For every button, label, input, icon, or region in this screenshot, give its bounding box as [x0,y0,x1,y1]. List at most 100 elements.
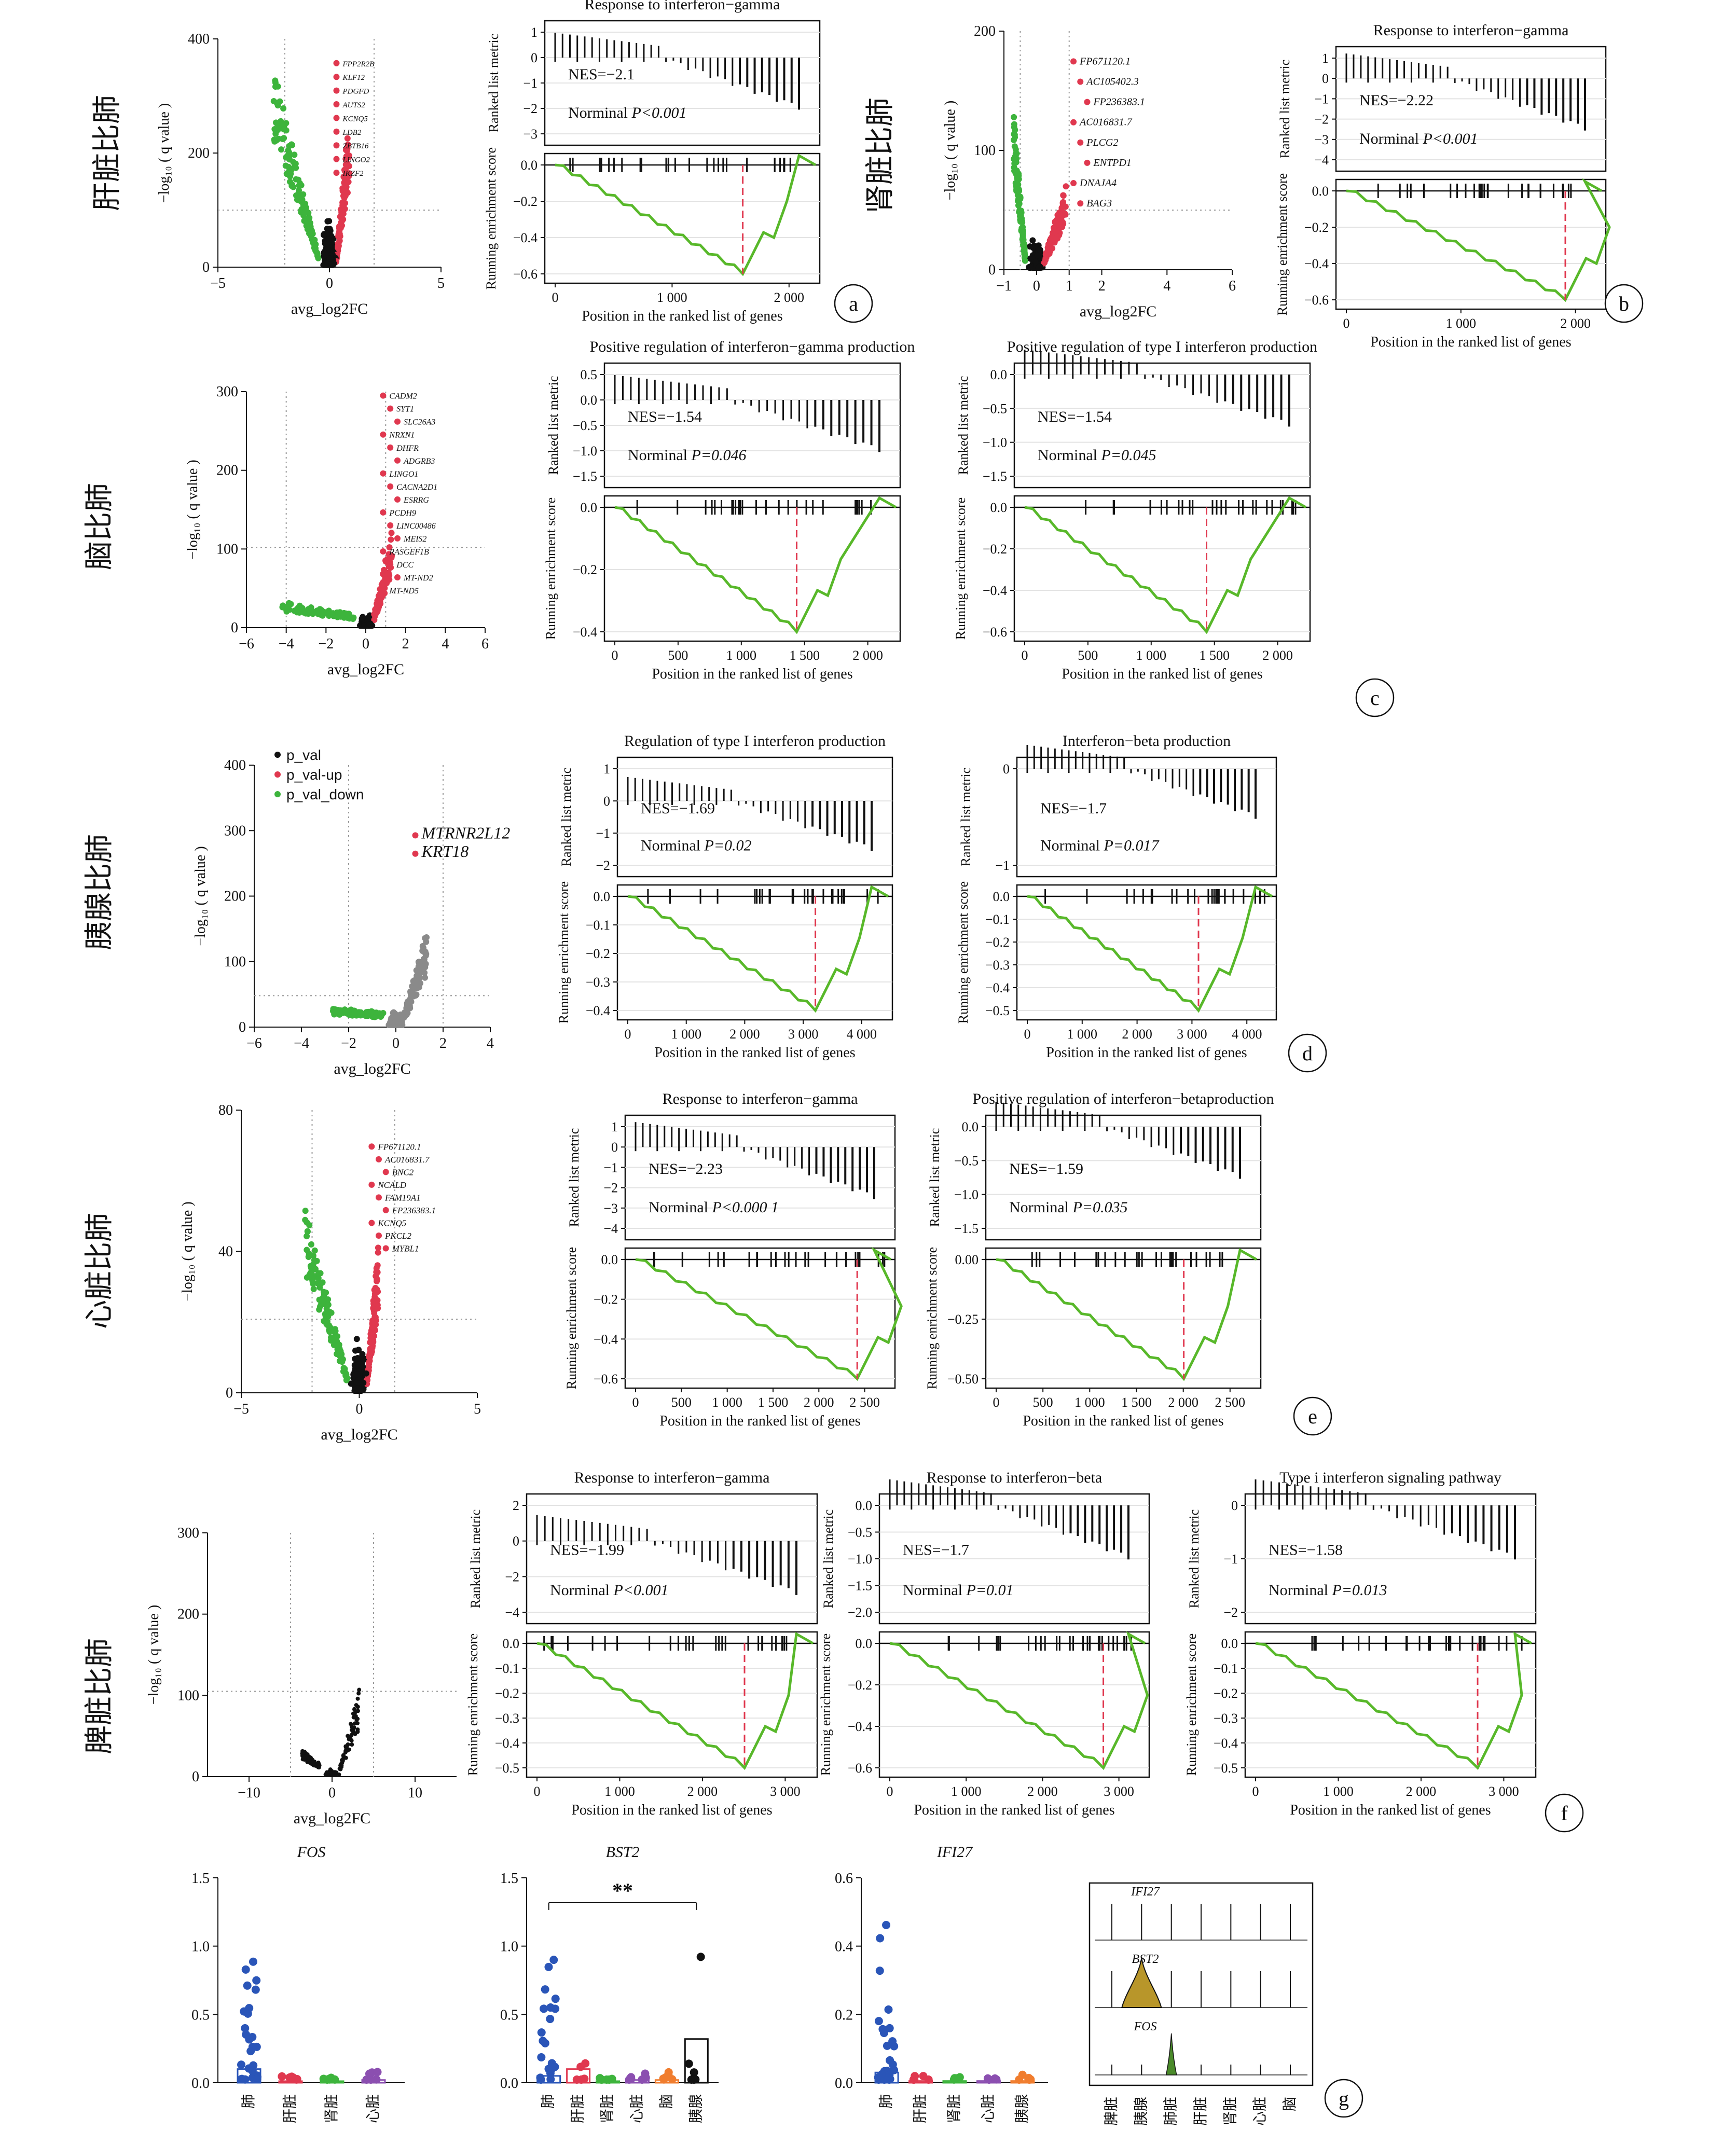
data-point [286,143,293,149]
y-tick-label: −0.5 [495,1761,519,1776]
y-tick-label: 0 [531,50,538,65]
data-point [1017,213,1024,219]
x-tick-label: 2 000 [852,648,883,663]
gene-point [333,156,340,162]
x-tick-label: 2 000 [729,1027,760,1042]
data-point [302,1216,309,1223]
gene-label: MTRNR2L12 [421,823,511,842]
gene-point [368,1220,375,1226]
x-tick-label: 1 500 [789,648,820,663]
y-tick-label: −1.0 [573,444,597,459]
data-point [292,2075,301,2084]
data-point [381,566,388,573]
data-point [294,197,300,203]
data-point [303,223,310,229]
gene-label: SLC26A3 [404,418,435,427]
nes-value: NES=−2.23 [649,1160,723,1178]
data-point [883,2041,891,2050]
x-axis-label: avg_log2FC [334,1060,410,1077]
gsea-title: Type i interferon signaling pathway [1279,1469,1501,1486]
data-point [315,607,322,614]
data-point [886,2056,894,2065]
data-point [339,612,346,619]
data-point [339,201,346,208]
gene-label: PLCG2 [1086,137,1118,148]
gsea-plot-c-0: Positive regulation of interferon−gamma … [543,338,915,682]
x-tick-label: 500 [1078,648,1098,663]
p-value: Norminal P=0.035 [1009,1199,1128,1216]
y-tick-label: 0 [513,1534,519,1549]
y-tick-label: −2 [1314,112,1329,127]
data-point [316,1306,323,1313]
running-es-line [627,885,889,1013]
x-tick-label: 1 000 [726,648,757,663]
gene-point [333,101,340,107]
row-label: 心脏比肺 [84,1213,116,1329]
gene-point [368,1143,375,1150]
data-point [371,1014,378,1020]
data-point [291,151,298,158]
data-point [280,602,286,609]
data-point [355,1379,362,1386]
data-point [388,536,394,543]
y-tick-label: −0.50 [947,1372,979,1387]
data-point [367,1345,374,1352]
x-axis-label: avg_log2FC [1080,303,1156,320]
y-tick-label: 0.0 [1312,184,1329,199]
data-point [355,1729,360,1734]
y-tick-label: −0.2 [1214,1686,1238,1701]
gene-point [380,470,387,477]
y-tick-label: −1 [995,858,1010,873]
y-tick-label: 0 [202,259,210,275]
data-point [334,1010,340,1017]
data-point [366,1353,373,1360]
y-tick-label: −1 [523,76,538,91]
data-point [1012,159,1019,166]
data-point [1014,183,1021,190]
running-es-line [996,1248,1258,1381]
data-point [309,1278,316,1285]
panel-letter: f [1561,1802,1568,1825]
gene-label: KLF12 [342,74,365,82]
category-label: 脾脏 [1103,2097,1120,2126]
x-tick-label: 1 000 [951,1784,982,1799]
panel-letter: g [1339,2087,1349,2110]
data-point [1063,183,1069,190]
gene-point [1077,200,1084,207]
gene-label: FAM19A1 [384,1193,421,1202]
data-point [246,2047,255,2056]
data-point [408,991,415,998]
y-tick-label: 0.0 [500,2075,518,2092]
data-point [328,612,335,619]
y-tick-label: 1 [611,1119,618,1134]
data-point [1011,132,1018,139]
gene-point [387,561,394,567]
gene-label: NRXN1 [389,431,415,440]
data-point [301,210,308,216]
nes-value: NES=−1.69 [641,800,715,817]
x-tick-label: 2 000 [1406,1784,1437,1799]
y-axis-label: Ranked list metric [468,1510,483,1609]
p-value: Norminal P<0.001 [1359,130,1478,147]
data-point [354,1371,361,1378]
y-tick-label: −0.3 [985,958,1010,973]
y-tick-label: 100 [177,1687,199,1704]
x-tick-label: −6 [246,1035,262,1051]
data-point [627,2074,636,2083]
y-tick-label: −0.4 [1304,256,1329,271]
y-tick-label: −0.4 [1214,1736,1238,1751]
legend-label: p_val_down [286,786,364,802]
y-tick-label: 0.4 [835,1939,853,1955]
y-axis-label: Running enrichment score [1275,173,1290,315]
data-point [326,255,333,262]
x-tick-label: 1 500 [758,1395,789,1410]
ranked-metric-panel [1335,46,1607,172]
data-point [884,2075,892,2084]
x-tick-label: 4 [442,636,449,652]
data-point [388,530,395,536]
gene-label: MT-ND5 [389,587,419,596]
x-tick-label: 0 [1252,1784,1259,1799]
y-tick-label: 200 [177,1607,199,1623]
y-tick-label: −0.3 [586,975,610,990]
